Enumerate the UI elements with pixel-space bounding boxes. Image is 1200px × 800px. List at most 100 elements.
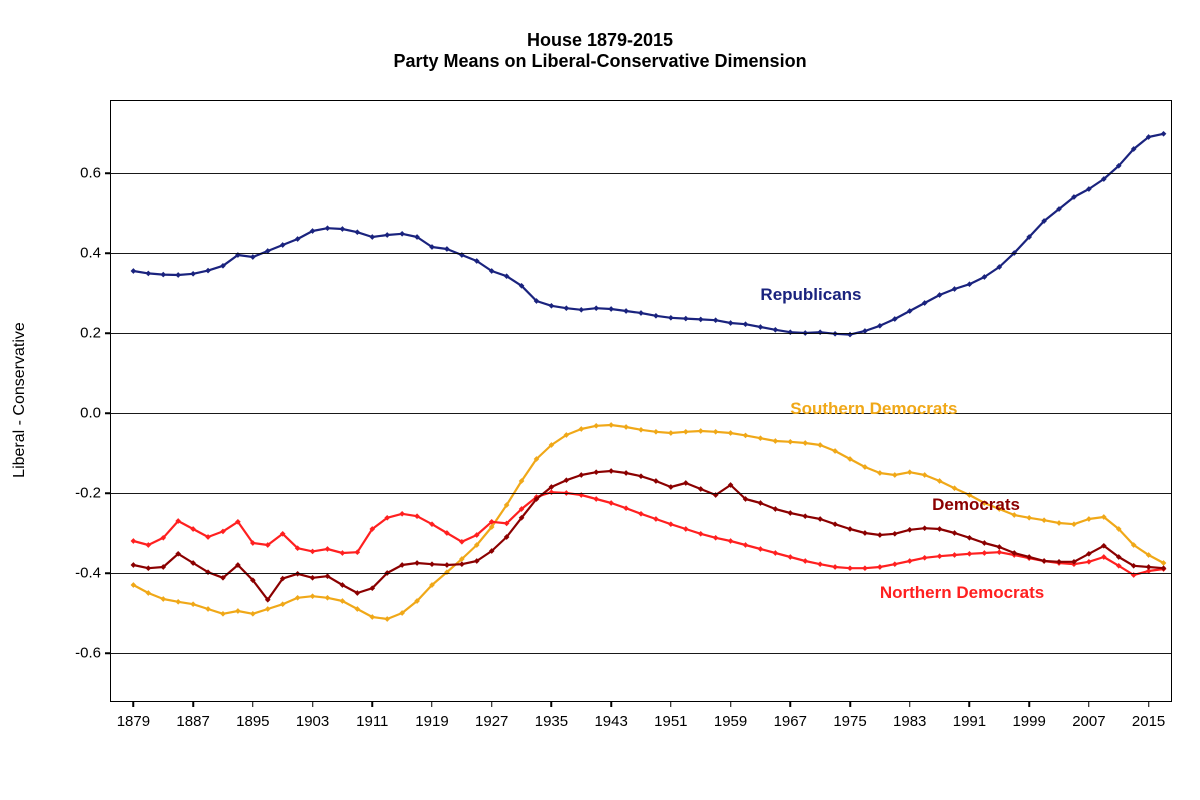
series-marker-southern_democrats [190, 601, 196, 607]
x-tick-label: 1991 [953, 701, 986, 730]
series-marker-democrats [967, 535, 973, 541]
y-tick-label: -0.4 [75, 565, 111, 582]
series-marker-southern_democrats [205, 606, 211, 612]
series-marker-northern_democrats [1086, 559, 1092, 565]
series-marker-northern_democrats [862, 565, 868, 571]
series-marker-northern_democrats [967, 551, 973, 557]
series-marker-southern_democrats [668, 430, 674, 436]
y-tick-label: 0.2 [80, 325, 111, 342]
series-marker-republicans [608, 306, 614, 312]
series-marker-southern_democrats [265, 606, 271, 612]
x-tick-label: 1967 [774, 701, 807, 730]
series-marker-southern_democrats [728, 430, 734, 436]
series-marker-democrats [593, 469, 599, 475]
series-marker-republicans [564, 305, 570, 311]
series-marker-republicans [578, 307, 584, 313]
x-tick-label: 1983 [893, 701, 926, 730]
series-marker-republicans [758, 324, 764, 330]
series-marker-republicans [683, 316, 689, 322]
x-tick-label: 1911 [356, 701, 388, 730]
series-label-democrats: Democrats [932, 495, 1020, 515]
series-marker-republicans [743, 321, 749, 327]
series-marker-southern_democrats [743, 433, 749, 439]
x-tick-label: 2015 [1132, 701, 1165, 730]
series-marker-democrats [623, 470, 629, 476]
series-marker-democrats [145, 565, 151, 571]
x-tick-label: 1927 [475, 701, 508, 730]
series-marker-republicans [713, 317, 719, 323]
chart-title-line1: House 1879-2015 [0, 30, 1200, 51]
series-marker-southern_democrats [1086, 516, 1092, 522]
series-marker-democrats [847, 526, 853, 532]
series-marker-democrats [907, 527, 913, 533]
x-tick-label: 1903 [296, 701, 329, 730]
y-tick-label: 0.4 [80, 245, 111, 262]
y-tick-label: 0.0 [80, 405, 111, 422]
series-marker-republicans [340, 226, 346, 232]
series-marker-northern_democrats [758, 546, 764, 552]
series-marker-republicans [638, 310, 644, 316]
series-marker-republicans [668, 315, 674, 321]
series-marker-republicans [698, 317, 704, 323]
series-marker-northern_democrats [937, 553, 943, 559]
y-gridline [111, 573, 1171, 574]
series-marker-northern_democrats [982, 550, 988, 556]
series-marker-southern_democrats [310, 593, 316, 599]
y-tick-label: -0.2 [75, 485, 111, 502]
series-marker-southern_democrats [638, 427, 644, 433]
series-marker-republicans [131, 268, 137, 274]
series-marker-southern_democrats [220, 611, 226, 617]
series-marker-republicans [145, 271, 151, 277]
series-label-republicans: Republicans [760, 285, 861, 305]
y-gridline [111, 333, 1171, 334]
series-marker-southern_democrats [802, 440, 808, 446]
x-tick-label: 1951 [654, 701, 687, 730]
series-marker-southern_democrats [250, 611, 256, 617]
series-marker-republicans [355, 229, 361, 235]
series-marker-southern_democrats [325, 595, 331, 601]
series-marker-democrats [937, 526, 943, 532]
series-marker-northern_democrats [832, 564, 838, 570]
series-marker-southern_democrats [698, 428, 704, 434]
series-marker-republicans [593, 305, 599, 311]
series-marker-democrats [832, 521, 838, 527]
series-marker-northern_democrats [817, 561, 823, 567]
series-marker-democrats [817, 516, 823, 522]
series-marker-northern_democrats [638, 511, 644, 517]
series-marker-northern_democrats [996, 549, 1002, 555]
series-marker-democrats [952, 530, 958, 536]
x-tick-label: 1935 [535, 701, 568, 730]
series-marker-southern_democrats [713, 429, 719, 435]
series-marker-republicans [653, 313, 659, 319]
series-label-northern_democrats: Northern Democrats [880, 583, 1044, 603]
series-marker-southern_democrats [175, 599, 181, 605]
x-tick-label: 1959 [714, 701, 747, 730]
series-marker-democrats [444, 562, 450, 568]
series-marker-democrats [414, 560, 420, 566]
series-marker-southern_democrats [758, 435, 764, 441]
x-tick-label: 2007 [1072, 701, 1105, 730]
series-marker-democrats [1041, 558, 1047, 564]
series-marker-northern_democrats [593, 496, 599, 502]
series-marker-southern_democrats [683, 429, 689, 435]
series-marker-southern_democrats [1056, 520, 1062, 526]
series-marker-southern_democrats [1041, 517, 1047, 523]
series-marker-democrats [459, 561, 465, 567]
series-marker-democrats [802, 513, 808, 519]
series-marker-democrats [787, 510, 793, 516]
series-marker-republicans [369, 234, 375, 240]
series-line-republicans [133, 134, 1163, 335]
series-marker-southern_democrats [892, 472, 898, 478]
series-marker-northern_democrats [131, 538, 137, 544]
series-marker-northern_democrats [787, 554, 793, 560]
series-marker-democrats [608, 468, 614, 474]
chart-title: House 1879-2015 Party Means on Liberal-C… [0, 30, 1200, 72]
series-label-southern_democrats: Southern Democrats [790, 399, 957, 419]
series-marker-democrats [922, 525, 928, 531]
series-marker-northern_democrats [399, 511, 405, 517]
series-marker-republicans [623, 308, 629, 314]
series-marker-northern_democrats [728, 538, 734, 544]
series-marker-northern_democrats [773, 550, 779, 556]
series-marker-northern_democrats [340, 550, 346, 556]
series-marker-democrats [1146, 564, 1152, 570]
